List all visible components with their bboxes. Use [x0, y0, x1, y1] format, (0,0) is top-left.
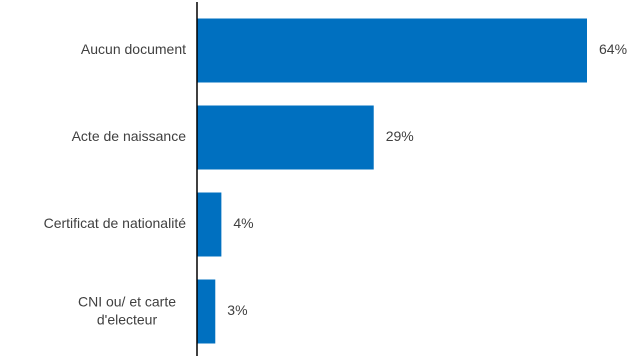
bars-group	[197, 18, 587, 344]
bar	[197, 105, 374, 170]
bar	[197, 192, 222, 257]
category-label-line: d'electeur	[97, 311, 158, 327]
bar	[197, 18, 587, 83]
value-label: 29%	[386, 128, 414, 144]
value-labels-group: 64% 29% 4% 3%	[227, 41, 627, 318]
value-label: 4%	[233, 215, 253, 231]
category-label: CNI ou/ et carte d'electeur	[78, 293, 176, 327]
category-label-line: CNI ou/ et carte	[78, 293, 176, 309]
category-label: Acte de naissance	[72, 128, 187, 144]
value-label: 64%	[599, 41, 627, 57]
bar	[197, 279, 216, 344]
category-labels-group: Aucun document Acte de naissance Certifica…	[44, 41, 187, 327]
category-label: Aucun document	[81, 41, 186, 57]
category-label: Certificat de nationalité	[44, 215, 187, 231]
value-label: 3%	[227, 302, 247, 318]
